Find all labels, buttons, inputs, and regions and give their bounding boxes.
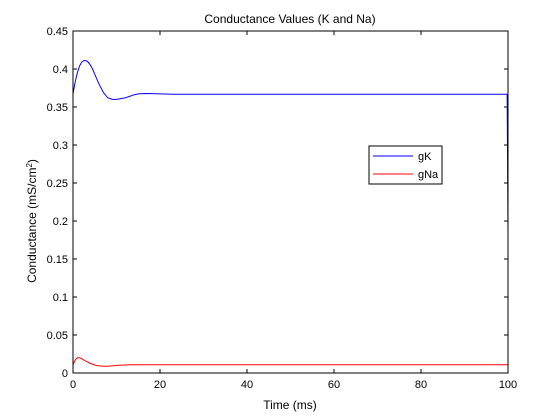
chart-title: Conductance Values (K and Na): [204, 12, 375, 26]
series-line-gNa: [72, 357, 508, 367]
y-tick-label: 0.15: [47, 254, 68, 266]
legend: gK gNa: [368, 145, 443, 185]
y-tick-label: 0.3: [53, 140, 68, 152]
y-tick-label: 0.25: [47, 178, 68, 190]
x-tick-label: 20: [154, 379, 166, 391]
x-tick-label: 60: [328, 379, 340, 391]
y-axis-label-superscript: 2: [25, 163, 34, 168]
axes-layer: 0 20 40 60 80 100 0 0.05 0.1 0.15 0.2 0.25 0.3 0.35 0.…: [47, 26, 518, 391]
legend-label-gK: gK: [418, 151, 432, 163]
x-tick-label: 40: [241, 379, 253, 391]
x-axis-label: Time (ms): [263, 398, 317, 412]
axes-box: [72, 30, 509, 374]
y-axis-label-main: Conductance (mS/cm: [25, 168, 39, 283]
y-tick-label: 0.35: [47, 102, 68, 114]
y-axis-label: Conductance (mS/cm2): [25, 159, 40, 283]
y-tick-label: 0.45: [47, 26, 68, 38]
series-line-gK: [72, 60, 509, 234]
x-tick-label: 80: [415, 379, 427, 391]
y-tick-label: 0.1: [53, 292, 68, 304]
y-axis-label-suffix: ): [25, 159, 39, 163]
y-tick-label: 0.4: [53, 64, 68, 76]
y-tick-label: 0.2: [53, 216, 68, 228]
y-tick-label: 0.05: [47, 330, 68, 342]
y-tick-label: 0: [62, 368, 68, 380]
series-layer: [72, 60, 509, 367]
plot-area: [73, 31, 508, 373]
legend-label-gNa: gNa: [418, 169, 439, 181]
x-tick-label: 0: [70, 379, 76, 391]
plot-background: [73, 31, 508, 373]
legend-box: [368, 145, 443, 185]
x-tick-label: 100: [499, 379, 517, 391]
